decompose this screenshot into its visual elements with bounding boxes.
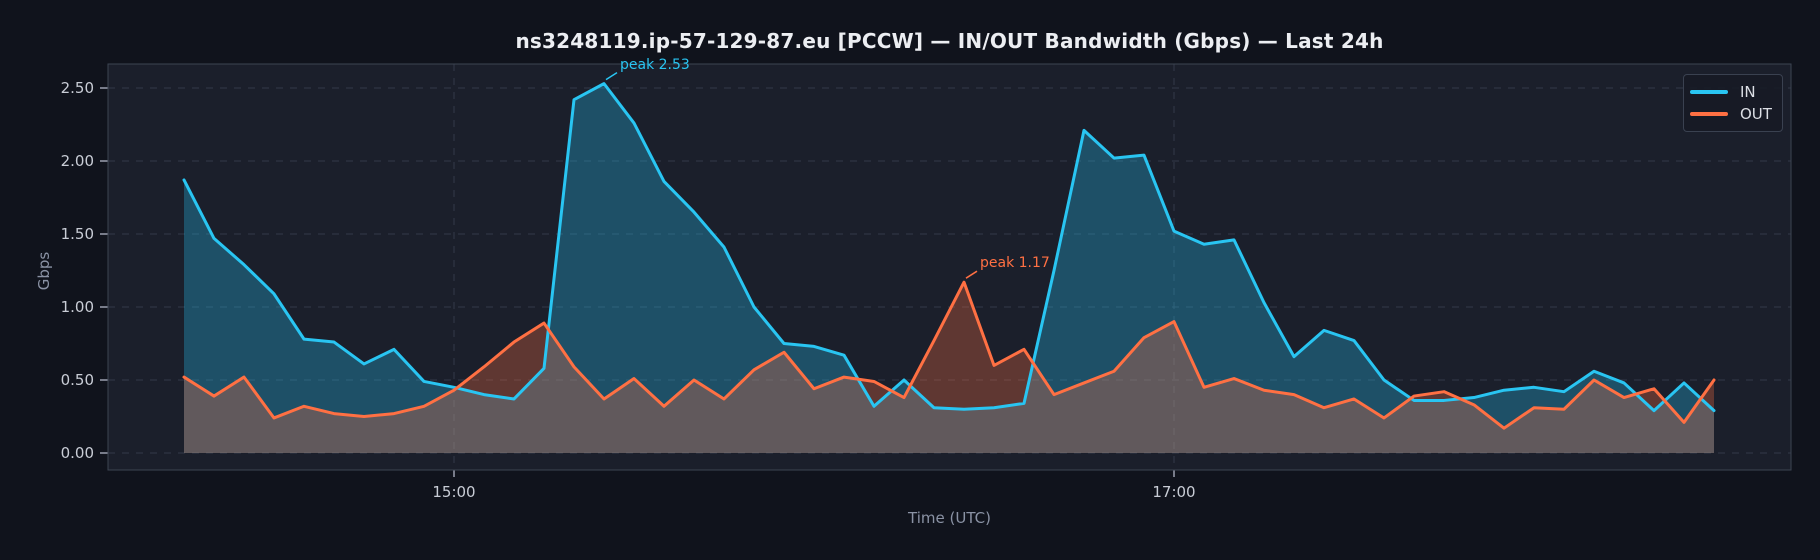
out-area-fill <box>184 282 1714 453</box>
out-line-swatch-icon <box>1690 112 1728 116</box>
plot-area <box>108 64 1791 470</box>
y-tick-label: 0.00 <box>61 444 94 462</box>
y-tick-label: 2.50 <box>61 79 94 97</box>
y-tick-label: 1.00 <box>61 298 94 316</box>
out-line <box>182 280 1716 430</box>
annotation-in-peak: peak 2.53 <box>620 56 690 73</box>
legend-label-out: OUT <box>1740 104 1772 123</box>
y-tick-label: 1.50 <box>61 225 94 243</box>
legend-item-out: OUT <box>1690 104 1772 123</box>
annotation-leader-in-peak <box>605 71 618 81</box>
chart-title: ns3248119.ip-57-129-87.eu [PCCW] — IN/OU… <box>515 29 1384 53</box>
in-line-swatch-icon <box>1690 90 1728 94</box>
y-tick-label: 2.00 <box>61 152 94 170</box>
y-axis-label: Gbps <box>35 251 53 291</box>
plot-border <box>107 63 1792 471</box>
annotation-leader-out-peak <box>965 270 978 279</box>
legend-label-in: IN <box>1740 82 1756 101</box>
x-tick-label: 15:00 <box>432 483 475 501</box>
legend-box: IN OUT <box>1683 74 1783 132</box>
x-tick-label: 17:00 <box>1152 483 1195 501</box>
legend-item-in: IN <box>1690 82 1772 101</box>
y-tick-label: 0.50 <box>61 371 94 389</box>
x-axis-label: Time (UTC) <box>908 509 991 527</box>
annotation-out-peak: peak 1.17 <box>980 255 1050 272</box>
